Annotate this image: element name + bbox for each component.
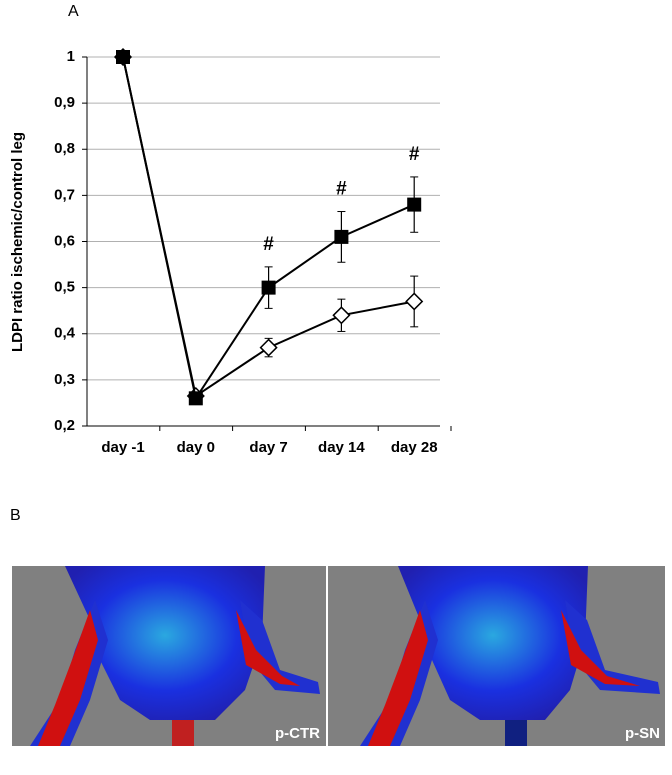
marker-square bbox=[334, 229, 349, 244]
image-label: p-SN bbox=[625, 725, 660, 742]
x-tick-label: day 14 bbox=[318, 439, 365, 456]
x-tick-label: day -1 bbox=[101, 439, 144, 456]
panel-label: B bbox=[10, 507, 21, 524]
y-tick-label: 0,9 bbox=[54, 94, 75, 111]
y-tick-label: 0,2 bbox=[54, 417, 75, 434]
y-tick-label: 0,8 bbox=[54, 140, 75, 157]
x-tick-label: day 28 bbox=[391, 439, 438, 456]
x-tick-label: day 0 bbox=[177, 439, 215, 456]
marker-square bbox=[407, 197, 422, 212]
annotation: # bbox=[409, 144, 420, 165]
y-axis-title: LDPI ratio ischemic/control leg bbox=[9, 132, 26, 352]
y-tick-label: 1 bbox=[67, 48, 75, 65]
y-tick-label: 0,4 bbox=[54, 325, 76, 342]
panel-label: A bbox=[68, 3, 79, 20]
image-label: p-CTR bbox=[275, 725, 320, 742]
y-tick-label: 0,5 bbox=[54, 279, 75, 296]
x-tick-label: day 7 bbox=[249, 439, 287, 456]
annotation: # bbox=[263, 234, 274, 255]
marker-diamond bbox=[259, 338, 278, 357]
y-tick-label: 0,7 bbox=[54, 186, 75, 203]
y-tick-label: 0,3 bbox=[54, 371, 75, 388]
image-ctr bbox=[12, 566, 326, 746]
marker-square bbox=[188, 391, 203, 406]
marker-square bbox=[261, 280, 276, 295]
marker-square bbox=[116, 50, 130, 64]
marker-diamond bbox=[405, 292, 424, 311]
marker-diamond bbox=[332, 306, 351, 325]
annotation: # bbox=[336, 179, 347, 200]
image-sn bbox=[328, 566, 665, 746]
y-tick-label: 0,6 bbox=[54, 232, 75, 249]
